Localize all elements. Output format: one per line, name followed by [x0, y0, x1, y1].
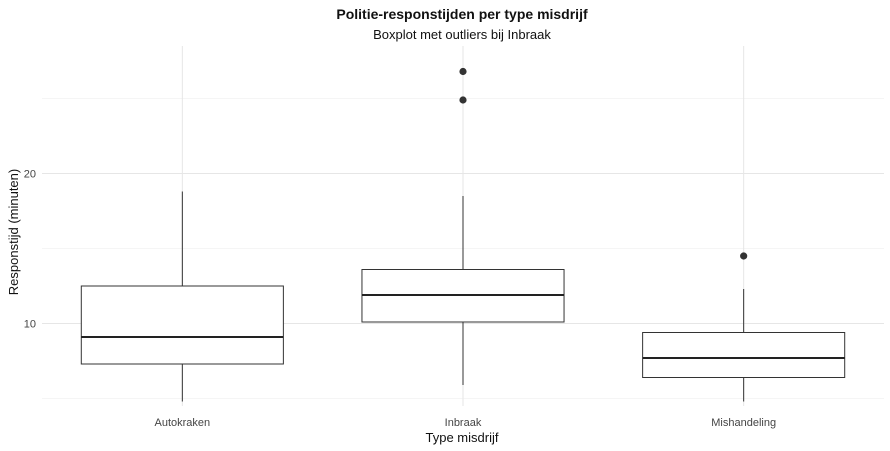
- y-axis-title: Responstijd (minuten): [6, 169, 21, 295]
- chart-title: Politie-responstijden per type misdrijf: [336, 6, 588, 22]
- box-mishandeling: [642, 252, 846, 402]
- outlier-point: [459, 67, 467, 76]
- box-series: [80, 67, 846, 402]
- box-autokraken: [80, 191, 284, 402]
- box-inbraak: [361, 67, 565, 385]
- y-tick-label: 10: [24, 319, 36, 331]
- x-axis-title: Type misdrijf: [426, 430, 499, 445]
- chart-subtitle: Boxplot met outliers bij Inbraak: [373, 27, 551, 42]
- x-tick-label: Inbraak: [445, 417, 482, 429]
- outlier-point: [459, 96, 467, 104]
- y-axis-ticks: 10 20: [24, 169, 36, 331]
- outlier-point: [740, 252, 748, 260]
- x-axis-ticks: Autokraken Inbraak Mishandeling: [155, 417, 777, 429]
- y-tick-label: 20: [24, 169, 36, 181]
- iqr-box: [642, 332, 846, 378]
- x-tick-label: Mishandeling: [711, 417, 776, 429]
- x-tick-label: Autokraken: [155, 417, 211, 429]
- iqr-box: [80, 285, 284, 365]
